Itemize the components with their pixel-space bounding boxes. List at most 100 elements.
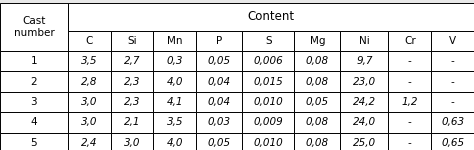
- Text: 2,8: 2,8: [81, 77, 98, 87]
- Text: 0,010: 0,010: [254, 97, 283, 107]
- Bar: [110, 133, 154, 150]
- Bar: [388, 51, 431, 71]
- Text: -: -: [451, 77, 455, 87]
- Bar: [242, 51, 294, 71]
- Bar: [154, 92, 196, 112]
- Text: 0,05: 0,05: [208, 138, 231, 148]
- Text: -: -: [408, 77, 411, 87]
- Bar: [294, 112, 340, 133]
- Text: 0,63: 0,63: [441, 117, 464, 127]
- Text: 0,08: 0,08: [306, 56, 329, 66]
- Text: 0,08: 0,08: [306, 138, 329, 148]
- Text: 1: 1: [31, 56, 37, 66]
- Text: -: -: [408, 138, 411, 148]
- Bar: [242, 31, 294, 51]
- Text: Si: Si: [127, 36, 137, 46]
- Bar: [154, 31, 196, 51]
- Text: -: -: [451, 97, 455, 107]
- Bar: [110, 92, 154, 112]
- Text: Cast
number: Cast number: [14, 16, 55, 38]
- Text: 0,04: 0,04: [208, 97, 231, 107]
- Text: 1,2: 1,2: [401, 97, 418, 107]
- Bar: [431, 92, 474, 112]
- Text: C: C: [86, 36, 93, 46]
- Text: 24,0: 24,0: [353, 117, 376, 127]
- Bar: [0, 92, 68, 112]
- Bar: [154, 51, 196, 71]
- Bar: [0, 133, 68, 150]
- Bar: [196, 133, 242, 150]
- Bar: [242, 92, 294, 112]
- Bar: [388, 31, 431, 51]
- Bar: [196, 112, 242, 133]
- Text: Mg: Mg: [310, 36, 325, 46]
- Bar: [242, 133, 294, 150]
- Text: 2,3: 2,3: [124, 97, 140, 107]
- Bar: [340, 92, 388, 112]
- Bar: [431, 51, 474, 71]
- Text: 2,3: 2,3: [124, 77, 140, 87]
- Bar: [431, 133, 474, 150]
- Bar: [68, 92, 110, 112]
- Text: 9,7: 9,7: [356, 56, 373, 66]
- Text: 0,006: 0,006: [254, 56, 283, 66]
- Bar: [110, 31, 154, 51]
- Text: -: -: [408, 56, 411, 66]
- Text: 0,05: 0,05: [306, 97, 329, 107]
- Text: 3,0: 3,0: [81, 117, 98, 127]
- Text: Mn: Mn: [167, 36, 182, 46]
- Bar: [294, 51, 340, 71]
- Text: 0,010: 0,010: [254, 138, 283, 148]
- Bar: [68, 112, 110, 133]
- Bar: [431, 31, 474, 51]
- Text: -: -: [408, 117, 411, 127]
- Bar: [154, 71, 196, 92]
- Bar: [294, 133, 340, 150]
- Bar: [68, 71, 110, 92]
- Text: 23,0: 23,0: [353, 77, 376, 87]
- Text: P: P: [216, 36, 222, 46]
- Bar: [68, 31, 110, 51]
- Text: 0,015: 0,015: [254, 77, 283, 87]
- Bar: [294, 92, 340, 112]
- Bar: [294, 71, 340, 92]
- Text: V: V: [449, 36, 456, 46]
- Text: 3,5: 3,5: [81, 56, 98, 66]
- Bar: [0, 51, 68, 71]
- Bar: [196, 31, 242, 51]
- Bar: [154, 112, 196, 133]
- Text: 2,7: 2,7: [124, 56, 140, 66]
- Bar: [340, 133, 388, 150]
- Bar: [340, 112, 388, 133]
- Text: 3,0: 3,0: [124, 138, 140, 148]
- Text: 4: 4: [31, 117, 37, 127]
- Bar: [0, 112, 68, 133]
- Bar: [196, 51, 242, 71]
- Text: 3,0: 3,0: [81, 97, 98, 107]
- Text: -: -: [451, 56, 455, 66]
- Text: 3: 3: [31, 97, 37, 107]
- Bar: [431, 112, 474, 133]
- Text: Content: Content: [247, 10, 294, 23]
- Text: 0,08: 0,08: [306, 77, 329, 87]
- Text: S: S: [265, 36, 272, 46]
- Bar: [388, 92, 431, 112]
- Text: 4,0: 4,0: [167, 77, 183, 87]
- Text: 25,0: 25,0: [353, 138, 376, 148]
- Text: 4,0: 4,0: [167, 138, 183, 148]
- Text: 4,1: 4,1: [167, 97, 183, 107]
- Text: 2,1: 2,1: [124, 117, 140, 127]
- Text: 5: 5: [31, 138, 37, 148]
- Text: 2,4: 2,4: [81, 138, 98, 148]
- Text: 24,2: 24,2: [353, 97, 376, 107]
- Bar: [340, 51, 388, 71]
- Text: 3,5: 3,5: [167, 117, 183, 127]
- Bar: [242, 112, 294, 133]
- Text: 0,65: 0,65: [441, 138, 464, 148]
- Bar: [110, 71, 154, 92]
- Text: 0,03: 0,03: [208, 117, 231, 127]
- Bar: [388, 71, 431, 92]
- Bar: [431, 71, 474, 92]
- Bar: [0, 3, 68, 51]
- Bar: [68, 51, 110, 71]
